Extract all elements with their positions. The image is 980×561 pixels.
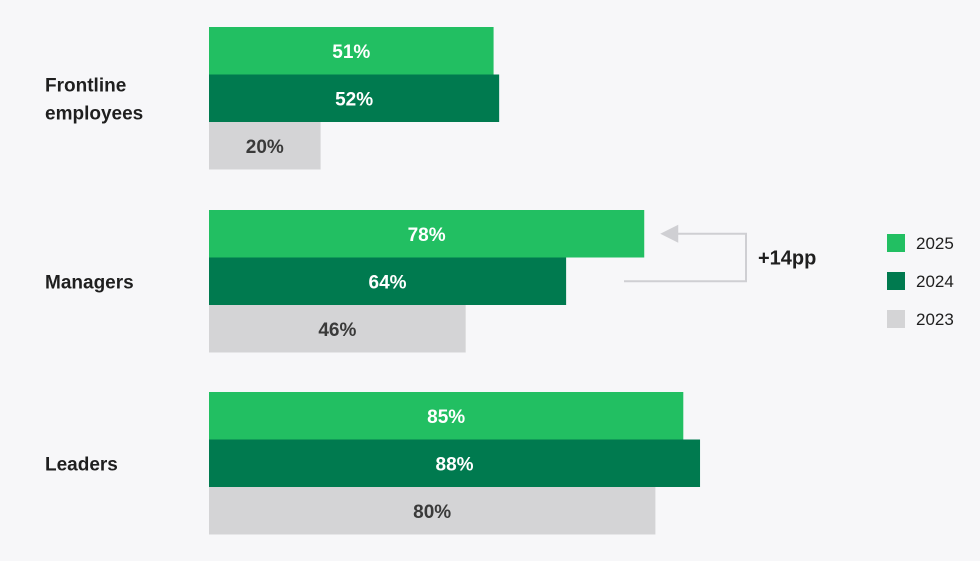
legend-label: 2024 [916, 272, 954, 291]
legend-label: 2025 [916, 234, 954, 253]
bar-2025 [209, 210, 645, 258]
bar-value-label: 51% [332, 42, 370, 63]
bar-value-label: 78% [408, 225, 446, 246]
category-label: Frontline [45, 75, 126, 96]
category-label: Managers [45, 272, 134, 293]
bar-2024 [209, 439, 701, 487]
bar-value-label: 20% [246, 137, 284, 158]
bar-2023 [209, 122, 321, 170]
arrow-left-icon [660, 224, 679, 243]
bar-2025 [209, 27, 494, 75]
legend-swatch [887, 310, 905, 328]
bar-value-label: 46% [318, 320, 356, 341]
change-annotation: +14pp [624, 224, 816, 283]
bar-value-label: 64% [369, 272, 407, 293]
annotation-bracket [624, 232, 747, 283]
category-label: Leaders [45, 454, 118, 475]
bar-2024 [209, 257, 567, 305]
legend-swatch [887, 272, 905, 290]
annotation-label: +14pp [758, 248, 816, 270]
bar-value-label: 80% [413, 502, 451, 523]
bar-2025 [209, 392, 684, 440]
legend: 2025 2024 2023 [887, 234, 954, 329]
category-label: employees [45, 103, 143, 124]
legend-swatch [887, 234, 905, 252]
bar-2023 [209, 487, 656, 535]
bar-value-label: 88% [436, 454, 474, 475]
bar-2024 [209, 74, 500, 122]
bar-2023 [209, 305, 466, 353]
legend-label: 2023 [916, 310, 954, 329]
bar-value-label: 52% [335, 89, 373, 110]
bar-value-label: 85% [427, 407, 465, 428]
